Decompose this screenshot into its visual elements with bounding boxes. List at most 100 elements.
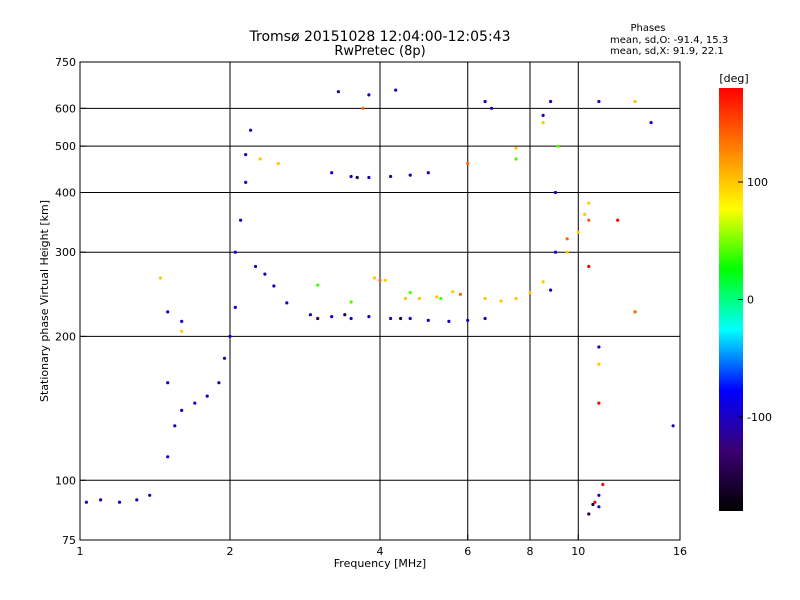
echo-point [601,482,605,487]
phase-stats: Phases mean, sd,O: -91.4, 15.3 mean, sd,… [610,23,728,57]
x-tick-label: 4 [377,545,384,558]
echo-point [597,345,601,349]
echo-point [593,500,597,504]
echo-point [447,319,451,323]
echo-point [408,291,412,295]
echo-point [408,316,412,321]
echo-point [541,280,545,284]
echo-point [158,276,162,280]
echo-point [671,424,675,428]
echo-point [541,113,545,117]
echo-point [451,290,455,294]
echo-point [166,455,170,459]
stats-o-mode: mean, sd,O: -91.4, 15.3 [610,35,728,46]
echo-point [343,313,347,317]
echo-point [372,276,377,280]
echo-point [565,250,569,254]
x-tick-label: 16 [673,545,687,558]
echo-point [597,505,601,509]
grid [80,62,680,540]
echo-point [597,362,601,366]
echo-point [383,278,387,282]
echo-point [244,153,248,157]
echo-point [514,146,518,150]
x-tick-label: 1 [77,545,84,558]
x-axis-ticks: 1 2 4 6 8 10 16 [77,534,687,558]
echo-point [499,299,503,303]
echo-point [389,316,393,321]
echo-point [549,288,553,292]
echo-point [587,512,591,516]
y-tick-label: 100 [55,474,76,487]
echo-point [514,157,518,161]
echo-point [458,292,462,296]
x-axis-label: Frequency [MHz] [334,557,426,570]
echo-point [408,173,412,177]
echo-point [336,90,340,94]
echo-point [239,218,243,222]
echo-point [135,498,139,502]
x-tick-label: 6 [464,545,471,558]
echo-point [583,212,587,216]
y-tick-label: 600 [55,102,76,115]
echo-point [330,315,334,319]
echo-point [541,121,545,125]
echo-point [349,174,353,179]
echo-point [597,401,601,405]
echo-point [84,500,88,504]
echo-point [378,278,382,282]
echo-point [483,296,487,301]
plot-area: 1 2 4 6 8 10 16 75 100 200 300 400 500 600 750 [55,56,687,558]
echo-point [205,394,209,398]
echo-point [217,381,221,385]
echo-point [258,157,262,161]
stats-heading: Phases [630,23,665,34]
echo-point [528,291,532,295]
echo-point [587,201,591,205]
y-tick-label: 400 [55,186,76,199]
echo-point [597,99,601,104]
x-tick-label: 10 [571,545,585,558]
data-points [84,88,675,516]
echo-point [466,318,470,322]
echo-point [316,283,320,287]
echo-point [553,190,558,195]
colorbar-tick-label: 100 [747,176,768,189]
echo-point [367,175,371,180]
echo-point [228,334,232,338]
echo-point [361,106,365,110]
chart-title: Tromsø 20151028 12:04:00-12:05:43 [249,29,511,45]
echo-point [417,296,422,301]
echo-point [367,93,371,97]
echo-point [349,316,353,321]
echo-point [180,408,184,412]
echo-point [649,121,653,125]
echo-point [263,272,267,276]
colorbar: [deg] 100 0 -100 [719,72,772,511]
echo-point [426,318,430,322]
echo-point [349,300,353,304]
echo-point [435,295,439,299]
x-tick-label: 2 [227,545,234,558]
chart-subtitle: RwPretec (8p) [334,44,425,59]
y-tick-label: 200 [55,330,76,343]
echo-point [233,305,237,309]
colorbar-tick-label: -100 [747,411,772,424]
stats-x-mode: mean, sd,X: 91.9, 22.1 [610,46,724,57]
echo-point [389,174,393,179]
y-axis-label: Stationary phase Virtual Height [km] [38,200,51,402]
echo-point [466,161,470,166]
echo-point [272,284,276,288]
echo-point [399,316,403,321]
echo-point [308,313,312,317]
echo-point [556,144,560,148]
echo-point [616,218,620,222]
echo-point [166,381,170,385]
colorbar-ticks: 100 0 -100 [738,176,772,424]
echo-point [565,237,569,241]
echo-point [587,264,591,269]
echo-point [490,106,494,110]
echo-point [285,301,289,305]
echo-point [233,250,237,254]
